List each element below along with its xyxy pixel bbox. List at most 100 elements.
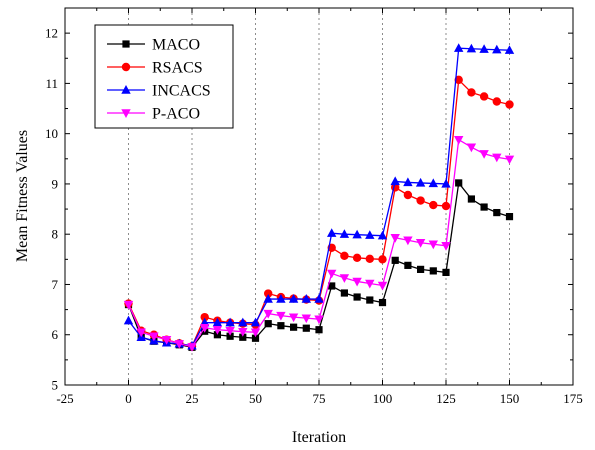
- y-tick-label: 11: [45, 76, 58, 91]
- data-point-p-aco: [301, 314, 311, 324]
- data-point-p-aco: [149, 332, 159, 342]
- data-point-p-aco: [276, 311, 286, 321]
- data-point-p-aco: [187, 343, 197, 352]
- data-point-incacs: [250, 317, 261, 327]
- data-point-p-aco: [327, 269, 337, 279]
- data-point-p-aco: [466, 143, 477, 153]
- data-point-p-aco: [504, 155, 515, 165]
- data-point-maco: [251, 334, 260, 342]
- data-point-maco: [302, 324, 310, 332]
- data-point-p-aco: [390, 234, 400, 243]
- data-point-maco: [226, 332, 234, 340]
- data-point-incacs: [225, 317, 235, 327]
- data-point-incacs: [504, 45, 515, 54]
- y-tick-label: 5: [52, 378, 59, 393]
- legend-marker: [121, 109, 131, 118]
- data-point-maco: [340, 289, 348, 297]
- legend-marker: [122, 40, 130, 48]
- data-point-incacs: [212, 317, 223, 327]
- data-point-rsacs: [365, 254, 374, 264]
- data-point-maco: [467, 195, 475, 203]
- legend-frame: [94, 24, 234, 129]
- data-point-incacs: [441, 178, 451, 188]
- data-point-p-aco: [200, 323, 210, 333]
- data-point-incacs: [415, 177, 426, 187]
- data-point-incacs: [339, 229, 350, 238]
- x-tick-label: 0: [125, 391, 132, 406]
- data-point-p-aco: [479, 150, 489, 159]
- x-tick-label: 175: [563, 391, 583, 406]
- data-point-maco: [493, 208, 501, 217]
- data-point-rsacs: [492, 97, 501, 106]
- data-point-p-aco: [288, 313, 299, 323]
- x-tick-label: 125: [436, 391, 456, 406]
- data-point-incacs: [276, 294, 286, 303]
- data-point-incacs: [428, 178, 438, 188]
- legend-entry-incacs: INCACS: [107, 83, 211, 100]
- data-point-maco: [455, 179, 463, 187]
- y-tick-label: 9: [52, 176, 59, 191]
- data-point-incacs: [377, 230, 388, 240]
- data-point-incacs: [288, 294, 299, 303]
- data-point-p-aco: [225, 327, 235, 336]
- data-point-maco: [404, 261, 412, 269]
- data-point-maco: [239, 333, 247, 341]
- data-point-incacs: [479, 44, 489, 53]
- data-point-p-aco: [403, 236, 413, 246]
- series-group: [123, 43, 515, 352]
- y-tick-label: 12: [45, 26, 58, 41]
- legend-marker: [121, 62, 131, 72]
- data-point-p-aco: [250, 328, 261, 338]
- data-point-maco: [315, 326, 323, 334]
- data-point-rsacs: [505, 100, 514, 109]
- data-point-maco: [264, 320, 272, 328]
- data-point-maco: [366, 296, 374, 304]
- y-tick-label: 8: [52, 227, 59, 242]
- data-point-rsacs: [340, 251, 349, 261]
- data-point-rsacs: [264, 289, 273, 298]
- data-point-p-aco: [454, 135, 464, 145]
- data-point-p-aco: [314, 315, 324, 325]
- data-point-rsacs: [454, 75, 463, 85]
- data-point-maco: [213, 331, 221, 339]
- x-axis-title: Iteration: [292, 429, 346, 446]
- data-point-p-aco: [136, 328, 146, 338]
- data-point-maco: [480, 203, 488, 211]
- data-point-incacs: [365, 230, 375, 239]
- legend-label: RSACS: [152, 60, 203, 77]
- data-point-maco: [277, 322, 285, 330]
- data-point-rsacs: [378, 255, 387, 264]
- data-point-incacs: [123, 315, 134, 325]
- data-point-p-aco: [428, 240, 438, 250]
- data-point-maco: [417, 265, 425, 273]
- data-point-maco: [378, 298, 387, 307]
- data-point-p-aco: [415, 239, 426, 248]
- data-point-incacs: [238, 317, 248, 327]
- data-point-rsacs: [403, 190, 413, 200]
- data-point-p-aco: [174, 340, 184, 349]
- legend-entry-maco: MACO: [107, 37, 200, 54]
- data-point-p-aco: [352, 277, 362, 287]
- data-point-maco: [429, 267, 437, 275]
- data-point-p-aco: [339, 274, 350, 283]
- x-tick-label: 50: [249, 391, 262, 406]
- x-tick-label: 25: [186, 391, 199, 406]
- y-axis-title: Mean Fitness Values: [14, 130, 31, 262]
- data-point-maco: [391, 256, 399, 264]
- data-point-incacs: [314, 294, 324, 303]
- data-point-maco: [505, 213, 514, 221]
- series-p-aco: [123, 135, 515, 352]
- data-point-maco: [442, 268, 450, 277]
- y-tick-label: 10: [45, 126, 58, 141]
- legend-label: MACO: [152, 37, 200, 54]
- legend-label: INCACS: [152, 83, 211, 100]
- data-point-p-aco: [441, 242, 451, 251]
- legend: MACO RSACS INCACS P-ACO: [94, 24, 234, 129]
- data-point-incacs: [403, 177, 413, 187]
- data-point-rsacs: [352, 253, 362, 263]
- data-point-p-aco: [212, 326, 223, 335]
- legend-entry-rsacs: RSACS: [107, 60, 203, 77]
- legend-marker: [121, 85, 131, 94]
- data-point-rsacs: [479, 92, 489, 101]
